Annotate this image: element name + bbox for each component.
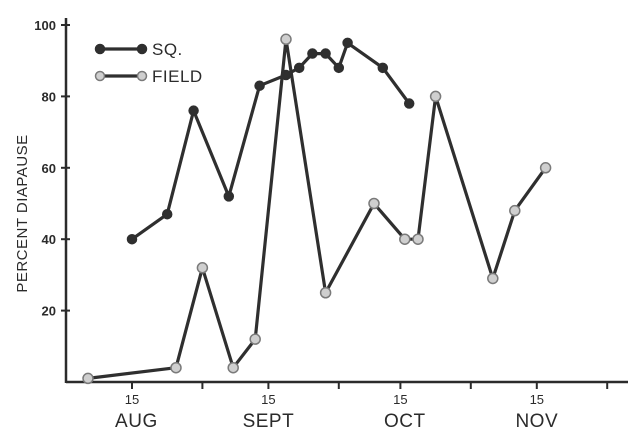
data-point bbox=[82, 372, 94, 385]
legend-label: FIELD bbox=[152, 67, 203, 86]
data-point bbox=[333, 62, 345, 74]
data-point bbox=[280, 33, 292, 46]
data-point bbox=[161, 208, 173, 220]
legend-marker bbox=[136, 70, 148, 82]
x-tick-label: 15 bbox=[125, 392, 139, 407]
data-point bbox=[188, 105, 199, 116]
data-point bbox=[254, 80, 265, 91]
data-point bbox=[368, 197, 380, 210]
series-line bbox=[86, 37, 548, 380]
legend: SQ. FIELD bbox=[94, 40, 203, 86]
data-point bbox=[223, 191, 235, 202]
data-point bbox=[399, 233, 411, 245]
month-label: AUG bbox=[115, 411, 158, 430]
series-field bbox=[82, 33, 552, 385]
legend-marker bbox=[136, 43, 148, 55]
y-axis: 20 40 60 80 100 bbox=[34, 18, 70, 383]
series-layer bbox=[82, 33, 552, 385]
x-tick-label: 15 bbox=[261, 392, 275, 407]
data-point bbox=[307, 48, 318, 59]
x-axis: 15 15 15 15 AUG SEPT OCT NOV bbox=[66, 380, 628, 430]
data-point bbox=[227, 361, 239, 374]
y-tick-label: 40 bbox=[42, 232, 56, 247]
y-axis-label: PERCENT DIAPAUSE bbox=[14, 134, 31, 292]
y-tick-label: 60 bbox=[42, 161, 56, 176]
x-tick-label: 15 bbox=[530, 392, 544, 407]
data-point bbox=[293, 62, 305, 74]
y-tick-label: 100 bbox=[34, 18, 56, 33]
data-point bbox=[412, 233, 424, 245]
month-label: OCT bbox=[384, 411, 426, 430]
data-point bbox=[170, 361, 182, 374]
data-point bbox=[319, 287, 332, 299]
legend-label: SQ. bbox=[152, 40, 183, 59]
legend-marker bbox=[94, 70, 106, 82]
data-point bbox=[196, 262, 209, 274]
data-point bbox=[487, 272, 499, 285]
legend-item: FIELD bbox=[94, 67, 203, 86]
month-label: NOV bbox=[515, 411, 558, 430]
data-point bbox=[429, 90, 442, 103]
y-tick-label: 20 bbox=[42, 304, 56, 319]
x-tick-label: 15 bbox=[393, 392, 407, 407]
data-point bbox=[509, 204, 521, 217]
data-point bbox=[342, 37, 353, 49]
data-point bbox=[249, 333, 261, 345]
data-point bbox=[320, 48, 331, 59]
data-point bbox=[126, 233, 138, 245]
data-point bbox=[403, 98, 415, 109]
y-tick-label: 80 bbox=[42, 89, 56, 104]
series-sq bbox=[126, 37, 415, 245]
legend-item: SQ. bbox=[94, 40, 183, 59]
legend-marker bbox=[94, 43, 106, 55]
data-point bbox=[377, 62, 389, 74]
month-label: SEPT bbox=[243, 411, 295, 430]
data-point bbox=[539, 162, 552, 174]
